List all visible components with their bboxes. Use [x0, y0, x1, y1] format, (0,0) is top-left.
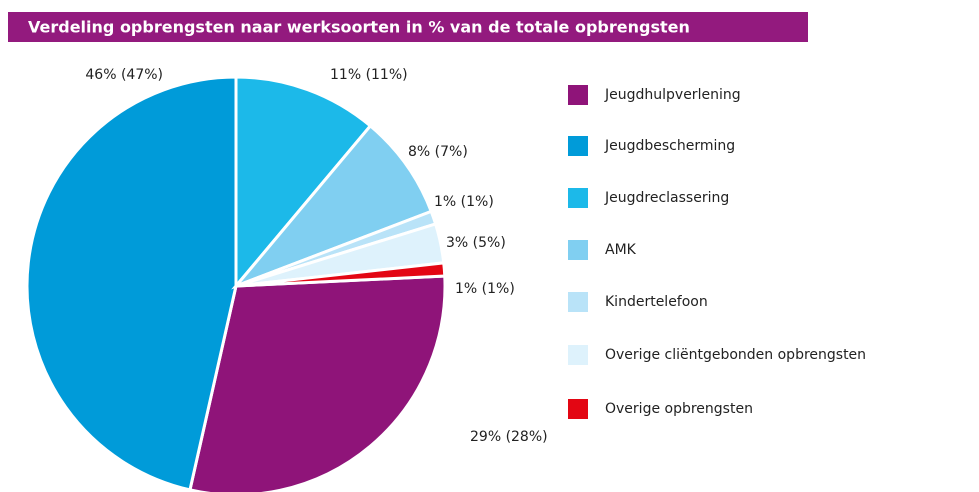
legend-label: Kindertelefoon: [605, 294, 708, 310]
pie-slice: [231, 123, 434, 290]
legend-swatch: [568, 292, 588, 312]
slice-label: 1% (1%): [434, 194, 494, 210]
legend-swatch: [568, 85, 588, 105]
chart-title: Verdeling opbrengsten naar werksoorten i…: [28, 18, 690, 37]
legend-label: Overige opbrengsten: [605, 401, 753, 417]
slice-label: 29% (28%): [470, 429, 548, 445]
pie-slice: [234, 75, 373, 291]
legend-swatch: [568, 345, 588, 365]
legend-swatch: [568, 188, 588, 208]
pie-slice: [188, 274, 447, 492]
pie-slice: [25, 75, 238, 492]
legend-label: Jeugdreclassering: [604, 190, 729, 206]
legend-label: Jeugdhulpverlening: [604, 87, 741, 103]
slice-label: 8% (7%): [408, 144, 468, 160]
legend-swatch: [568, 399, 588, 419]
legend-swatch: [568, 240, 588, 260]
legend-swatch: [568, 136, 588, 156]
slice-label: 11% (11%): [330, 67, 408, 83]
title-bar: [8, 12, 808, 42]
slice-label: 3% (5%): [446, 235, 506, 251]
slice-label: 46% (47%): [85, 67, 163, 83]
legend-label: Overige cliëntgebonden opbrengsten: [605, 347, 866, 363]
legend-label: AMK: [605, 242, 637, 258]
legend-label: Jeugdbescherming: [604, 138, 735, 154]
pie-slice: [235, 261, 447, 288]
slice-label: 1% (1%): [455, 281, 515, 297]
